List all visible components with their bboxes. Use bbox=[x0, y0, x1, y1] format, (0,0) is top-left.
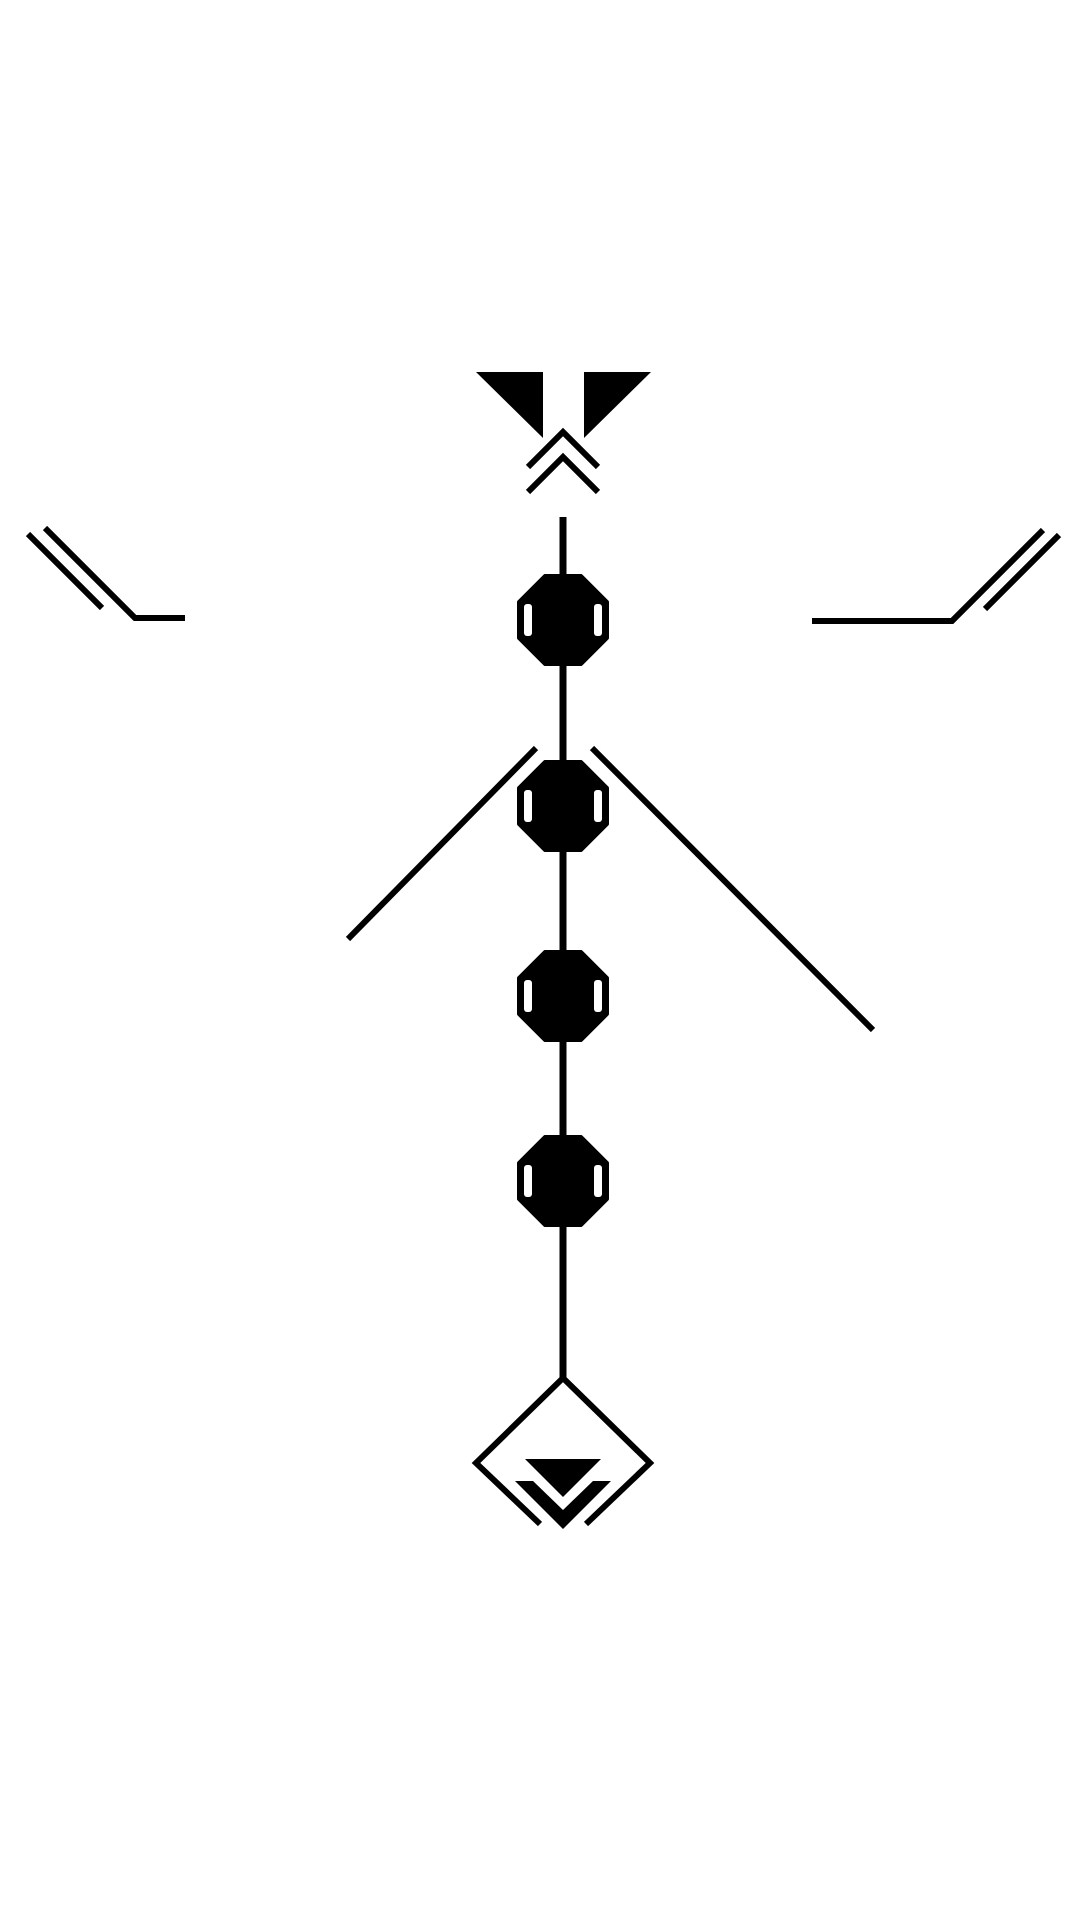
base-diamond-outline-left bbox=[471, 1375, 566, 1527]
top-left-triangle bbox=[476, 372, 543, 438]
right-arm bbox=[812, 527, 1062, 624]
left-shoulder-stroke bbox=[345, 745, 539, 942]
octagon-node-right-slot bbox=[594, 604, 602, 636]
octagon-node-left-slot bbox=[524, 980, 532, 1012]
spine-nodes bbox=[517, 574, 609, 1227]
octagon-node bbox=[517, 1135, 609, 1227]
base-down-triangle bbox=[525, 1459, 601, 1497]
octagon-node bbox=[517, 950, 609, 1042]
octagon-node bbox=[517, 574, 609, 666]
octagon-node-body bbox=[517, 574, 609, 666]
octagon-node-body bbox=[517, 950, 609, 1042]
left-arm bbox=[25, 525, 185, 621]
top-mark bbox=[476, 372, 651, 495]
right-arm-slash-outer bbox=[982, 532, 1062, 612]
base-down-chevron bbox=[515, 1481, 611, 1529]
top-right-triangle bbox=[584, 372, 651, 438]
octagon-node bbox=[517, 760, 609, 852]
base-diamond-outline-right bbox=[560, 1375, 655, 1527]
octagon-node-left-slot bbox=[524, 790, 532, 822]
octagon-node-left-slot bbox=[524, 604, 532, 636]
octagon-node-right-slot bbox=[594, 790, 602, 822]
left-arm-slash-outer bbox=[25, 531, 105, 611]
octagon-node-left-slot bbox=[524, 1165, 532, 1197]
base-mark bbox=[471, 1375, 655, 1529]
octagon-node-right-slot bbox=[594, 1165, 602, 1197]
upper-chevron bbox=[525, 427, 601, 470]
right-shoulder-stroke bbox=[589, 745, 876, 1033]
octagon-node-right-slot bbox=[594, 980, 602, 1012]
right-arm-slash-with-foot bbox=[812, 527, 1046, 624]
octagon-node-body bbox=[517, 760, 609, 852]
octagon-node-body bbox=[517, 1135, 609, 1227]
lower-chevron bbox=[525, 452, 601, 495]
shoulders bbox=[345, 745, 876, 1033]
left-arm-slash-with-foot bbox=[42, 525, 185, 621]
